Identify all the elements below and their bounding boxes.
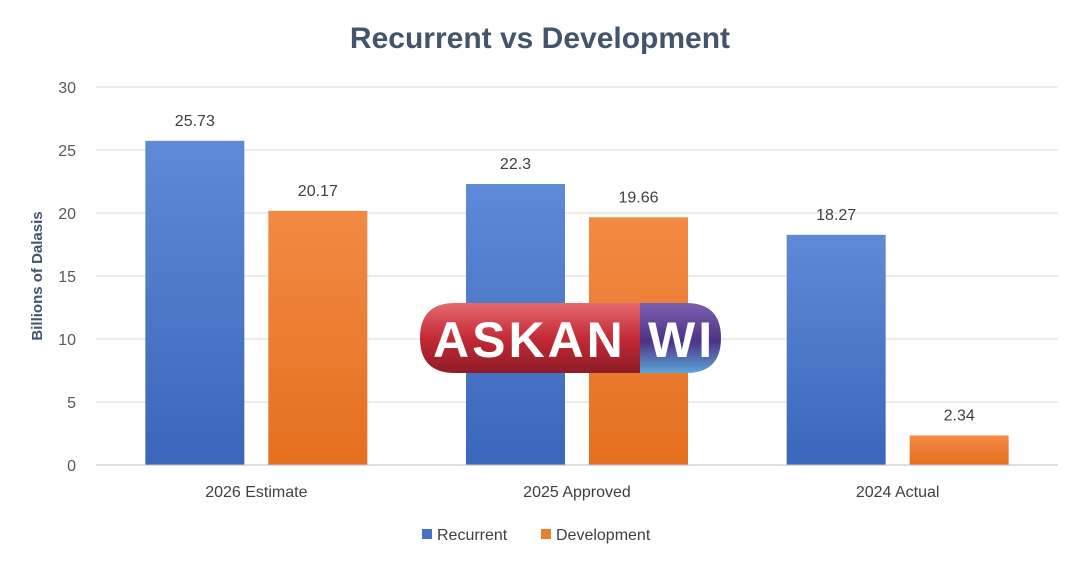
data-label-recurrent-2025-approved: 22.3 [500, 156, 531, 173]
chart-title: Recurrent vs Development [350, 22, 730, 55]
legend: Recurrent Development [422, 527, 651, 544]
watermark-left-panel [420, 303, 640, 373]
legend-label-recurrent: Recurrent [437, 527, 508, 544]
legend-swatch-development [541, 529, 551, 539]
bars [145, 140, 1009, 465]
askanwi-watermark-logo: ASKAN WI [420, 303, 721, 373]
x-category-label-2025-approved: 2025 Approved [523, 484, 631, 501]
bar-recurrent-2026-estimate [145, 140, 245, 465]
y-tick-label-25: 25 [58, 143, 76, 160]
watermark-text-left: ASKAN [433, 312, 626, 368]
bar-development-2026-estimate [268, 210, 368, 465]
legend-swatch-recurrent [422, 529, 432, 539]
data-label-recurrent-2024-actual: 18.27 [816, 207, 856, 224]
data-label-recurrent-2026-estimate: 25.73 [175, 113, 215, 130]
watermark-right-panel [640, 303, 721, 373]
x-axis-categories: 2026 Estimate 2025 Approved 2024 Actual [205, 484, 939, 501]
y-axis-label: Billions of Dalasis [29, 211, 46, 340]
x-category-label-2024-actual: 2024 Actual [856, 484, 940, 501]
y-tick-label-5: 5 [67, 395, 76, 412]
watermark-text-right: WI [648, 312, 715, 368]
y-tick-label-15: 15 [58, 269, 76, 286]
data-label-development-2026-estimate: 20.17 [298, 183, 338, 200]
y-tick-label-20: 20 [58, 206, 76, 223]
data-label-development-2024-actual: 2.34 [944, 408, 975, 425]
gridlines [96, 86, 1058, 403]
x-category-label-2026-estimate: 2026 Estimate [205, 484, 307, 501]
y-tick-label-0: 0 [67, 458, 76, 475]
bar-recurrent-2024-actual [786, 234, 886, 465]
y-tick-label-30: 30 [58, 80, 76, 97]
y-tick-label-10: 10 [58, 332, 76, 349]
bar-development-2024-actual [909, 435, 1009, 465]
data-labels: 25.73 20.17 22.3 19.66 18.27 2.34 [175, 113, 975, 425]
data-label-development-2025-approved: 19.66 [618, 189, 658, 206]
legend-label-development: Development [556, 527, 651, 544]
y-axis-ticks: 0 5 10 15 20 25 30 [58, 80, 76, 475]
